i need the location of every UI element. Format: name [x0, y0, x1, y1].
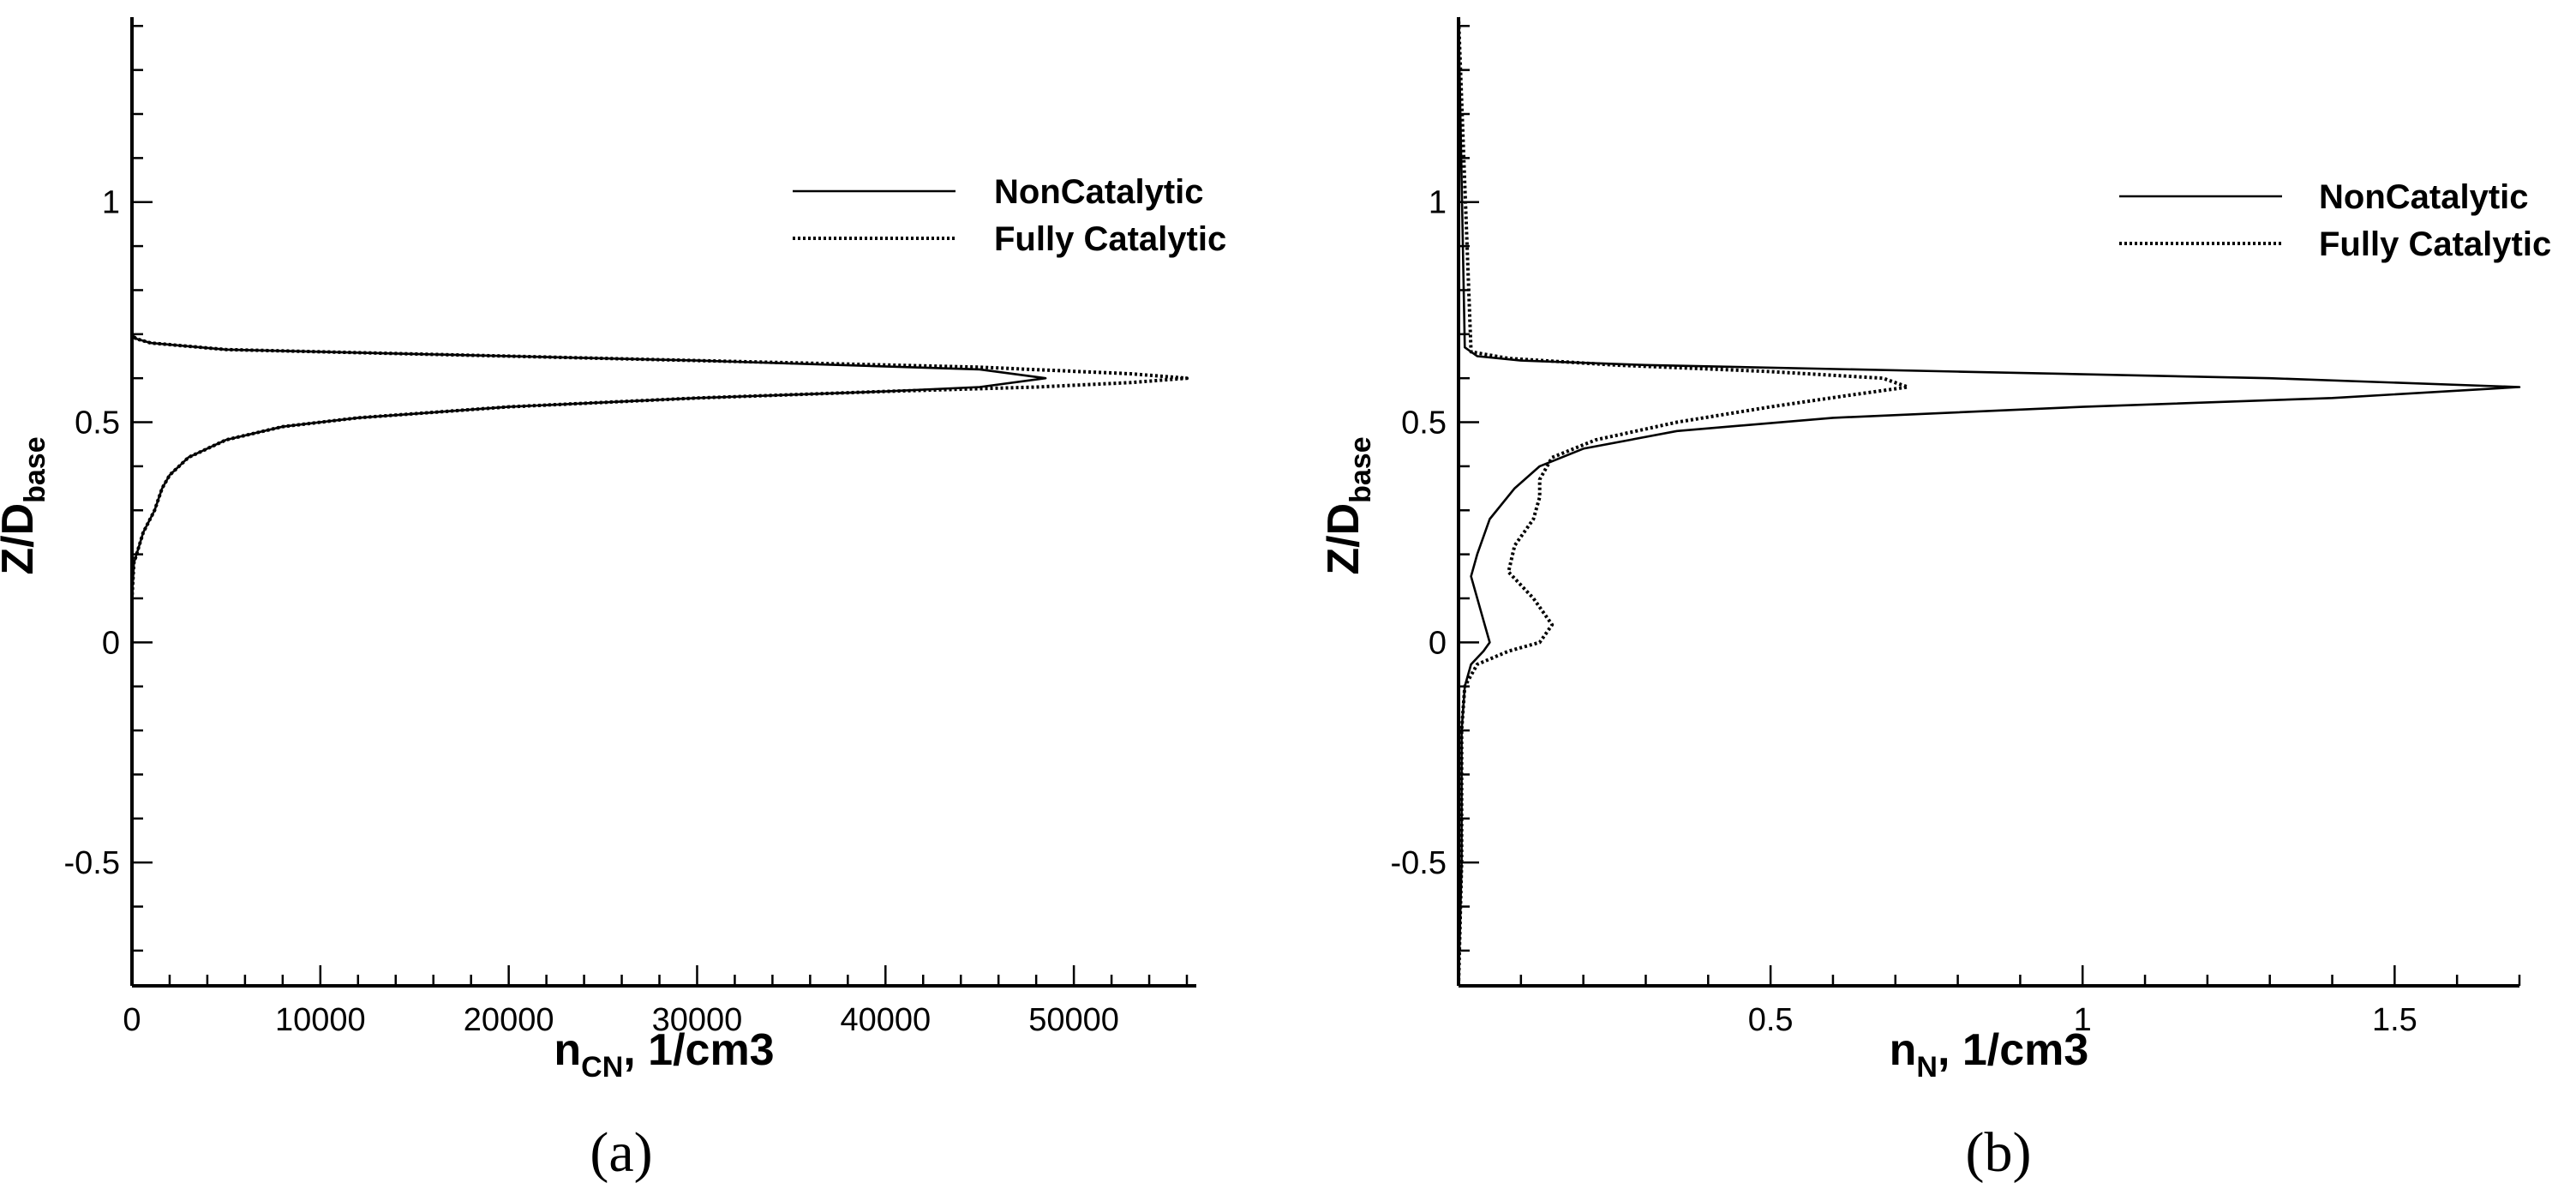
x-axis-label: nN, 1/cm3 — [1890, 1025, 2089, 1084]
legend-label-noncatalytic: NonCatalytic — [994, 173, 1204, 211]
y-tick-label: 0.5 — [1401, 405, 1447, 441]
y-tick-label: 1 — [102, 185, 120, 221]
y-tick-label: 0 — [1429, 625, 1447, 661]
y-tick-label: 1 — [1429, 185, 1447, 221]
chart-panel-b: -0.5 0 0.5 1 0.5 1 1.5 nN, 1/cm3 Z/Dbase NonCatal… — [1319, 16, 2551, 1184]
y-tick-label: 0.5 — [75, 405, 120, 441]
series-line-noncatalytic — [1457, 16, 2521, 987]
panel-caption: (a) — [590, 1121, 652, 1184]
series-line-fully-catalytic — [130, 333, 1189, 986]
x-tick-label: 40000 — [840, 1002, 931, 1038]
x-tick-label: 30000 — [652, 1002, 743, 1038]
chart-panel-a: -0.5 0 0.5 1 0 10000 20000 30000 40000 50000 nCN, … — [0, 17, 1226, 1184]
x-axis-label: nCN, 1/cm3 — [554, 1025, 774, 1084]
legend-label-fully-catalytic: Fully Catalytic — [2319, 225, 2551, 263]
legend-label-fully-catalytic: Fully Catalytic — [994, 220, 1226, 258]
y-tick-label: 0 — [102, 625, 120, 661]
x-tick-label: 50000 — [1028, 1002, 1119, 1038]
y-tick-label: -0.5 — [1391, 845, 1447, 881]
series-line-fully-catalytic — [1457, 16, 1910, 987]
y-axis-label: Z/Dbase — [1319, 436, 1377, 574]
panel-caption: (b) — [1966, 1121, 2032, 1184]
series-line-noncatalytic — [130, 333, 1047, 986]
x-tick-label: 0 — [123, 1002, 141, 1038]
x-tick-label: 1.5 — [2372, 1002, 2417, 1038]
x-tick-label: 0.5 — [1748, 1002, 1794, 1038]
x-tick-label: 20000 — [464, 1002, 554, 1038]
x-tick-label: 10000 — [275, 1002, 366, 1038]
y-axis-label: Z/Dbase — [0, 436, 51, 574]
y-tick-label: -0.5 — [64, 845, 120, 881]
legend-label-noncatalytic: NonCatalytic — [2319, 178, 2529, 216]
x-tick-label: 1 — [2074, 1002, 2092, 1038]
